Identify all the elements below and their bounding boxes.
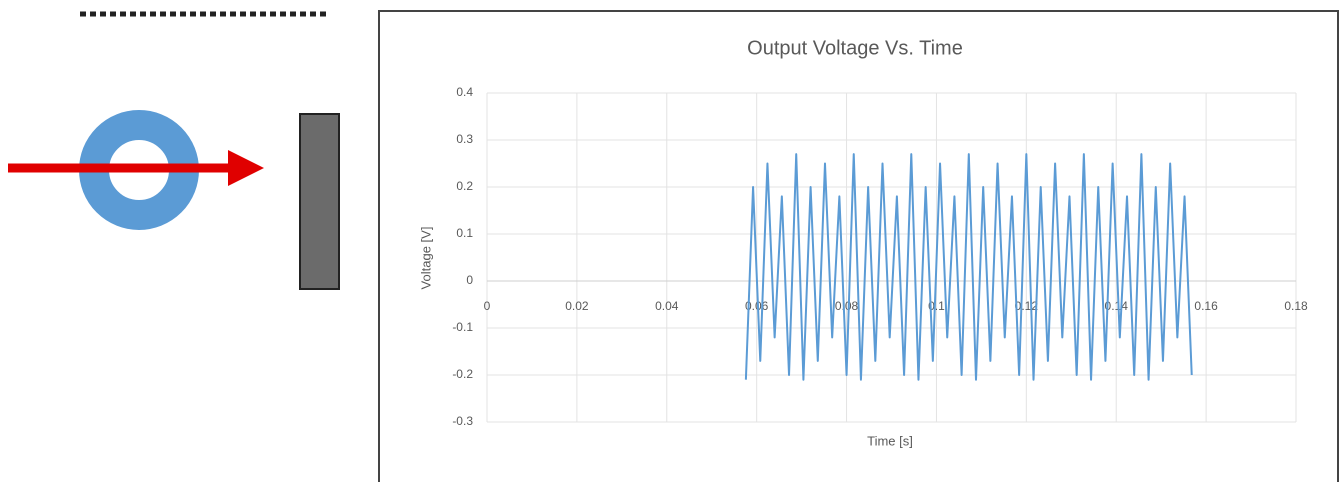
x-tick-label: 0.12	[1015, 299, 1039, 313]
x-tick-label: 0.02	[565, 299, 589, 313]
y-tick-label: -0.3	[452, 414, 473, 428]
y-axis-title: Voltage [V]	[418, 227, 433, 290]
x-tick-label: 0.18	[1284, 299, 1308, 313]
y-tick-label: 0.2	[456, 179, 473, 193]
x-tick-label: 0.08	[835, 299, 859, 313]
y-tick-label: 0.4	[456, 85, 473, 99]
chart-title: Output Voltage Vs. Time	[747, 37, 963, 59]
x-tick-label: 0	[484, 299, 491, 313]
x-tick-label: 0.16	[1194, 299, 1218, 313]
y-tick-label: 0	[466, 273, 473, 287]
arrow-head	[228, 150, 264, 186]
y-tick-label: -0.1	[452, 320, 473, 334]
x-axis-title: Time [s]	[867, 433, 913, 448]
plot-area: -0.3-0.2-0.100.10.20.30.40 0.02 0.04 0.06 0.…	[452, 85, 1308, 428]
y-tick-label: -0.2	[452, 367, 473, 381]
voltage-line	[744, 153, 1193, 381]
y-tick-label: 0.1	[456, 226, 473, 240]
plate	[299, 113, 340, 290]
chart-frame	[378, 10, 1339, 482]
x-tick-label: 0.04	[655, 299, 679, 313]
y-tick-label: 0.3	[456, 132, 473, 146]
x-tick-label: 0.1	[928, 299, 945, 313]
